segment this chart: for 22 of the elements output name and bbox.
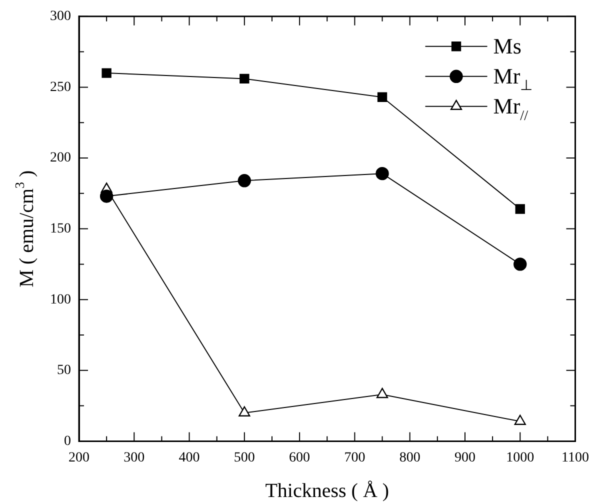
y-tick-label: 250 bbox=[50, 80, 71, 95]
x-tick-label: 900 bbox=[454, 450, 476, 466]
x-tick-label: 300 bbox=[124, 450, 145, 466]
x-tick-label: 200 bbox=[68, 450, 90, 466]
y-tick-label: 0 bbox=[64, 434, 71, 449]
x-tick-label: 500 bbox=[234, 450, 255, 466]
y-tick-label: 150 bbox=[50, 221, 71, 236]
x-tick-label: 600 bbox=[289, 450, 310, 466]
y-tick-label: 300 bbox=[50, 9, 71, 24]
y-tick-label: 50 bbox=[57, 363, 71, 378]
x-tick-label: 1000 bbox=[506, 450, 534, 466]
x-tick-label: 700 bbox=[344, 450, 366, 466]
x-axis-title: Thickness ( Å ) bbox=[265, 480, 390, 502]
x-tick-label: 800 bbox=[399, 450, 420, 466]
y-axis-title: M ( emu/cm3 ) bbox=[12, 170, 38, 288]
x-tick-label: 400 bbox=[178, 450, 200, 466]
x-tick-label: 1100 bbox=[562, 450, 589, 466]
y-tick-label: 100 bbox=[50, 292, 71, 308]
legend-label: Mr// bbox=[493, 93, 528, 124]
y-tick-label: 200 bbox=[50, 150, 71, 166]
legend-label: Ms bbox=[493, 33, 522, 58]
legend-label: Mr⊥ bbox=[493, 63, 532, 94]
